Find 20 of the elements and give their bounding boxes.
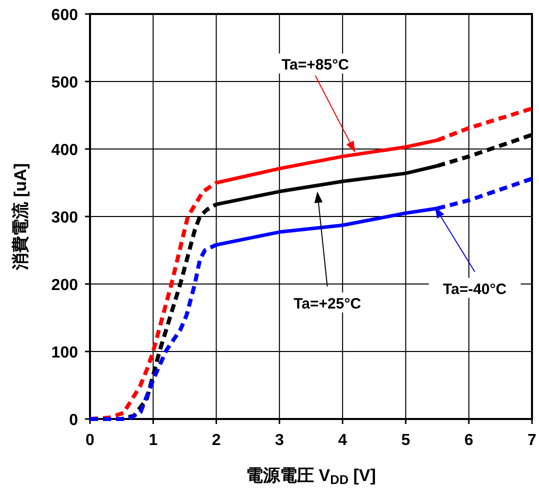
- y-tick-label: 400: [51, 142, 78, 159]
- x-tick-label: 2: [212, 432, 221, 449]
- x-tick-label: 7: [528, 432, 537, 449]
- y-tick-label: 600: [51, 7, 78, 24]
- x-tick-label: 4: [338, 432, 348, 449]
- y-tick-label: 300: [51, 210, 78, 226]
- x-axis-title: 電源電圧 V$_{DD}$ [V]: [246, 466, 376, 487]
- y-tick-label: 200: [51, 277, 78, 294]
- x-tick-label: 0: [86, 432, 95, 449]
- y-tick-label: 0: [69, 412, 78, 429]
- annotation: Ta=+85°C: [281, 56, 350, 74]
- y-tick-label: 500: [51, 74, 78, 92]
- y-axis-title: 消費電流 [uA]: [11, 163, 30, 271]
- x-tick-label: 1: [148, 432, 158, 449]
- x-tick-label: 6: [464, 432, 474, 449]
- x-tick-label: 3: [274, 432, 284, 449]
- annotation: Ta=-40°C: [442, 280, 507, 298]
- x-tick-label: 5: [401, 432, 410, 449]
- annotation: Ta=+25°C: [294, 295, 362, 312]
- y-tick-label: 100: [51, 344, 78, 362]
